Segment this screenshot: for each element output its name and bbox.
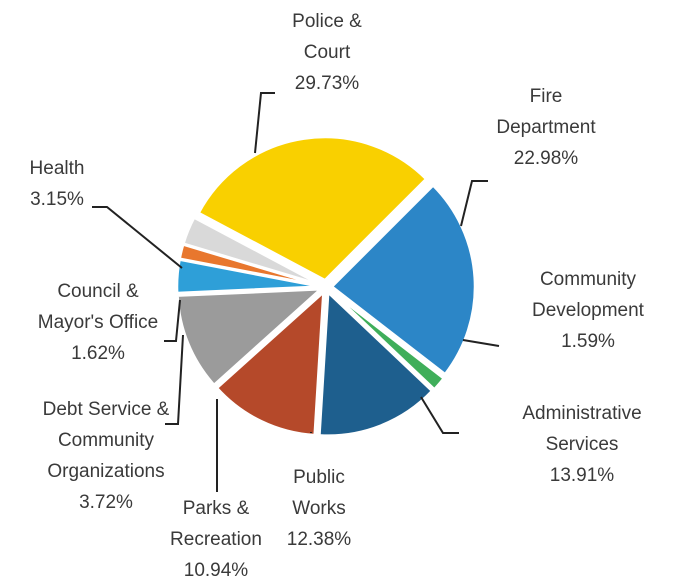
leader-lines <box>92 92 500 492</box>
slice-label-line: Services <box>546 434 619 455</box>
slice-label-line: Council & <box>57 281 139 302</box>
leader-line-9 <box>92 206 183 269</box>
slice-label-line: Organizations <box>47 461 164 482</box>
slice-label-line: Court <box>304 42 351 63</box>
pie-slice-9 <box>181 215 322 286</box>
leader-line-2 <box>460 180 488 227</box>
slice-label-line: Community <box>540 269 637 290</box>
slice-label-9: Health 3.15% <box>30 158 85 210</box>
slice-value-6: 10.94% <box>184 560 249 579</box>
leader-line-1 <box>254 92 275 154</box>
slice-label-5: Public Works 12.38% <box>287 467 352 550</box>
pie-slice-1 <box>197 135 428 282</box>
slice-label-line: Recreation <box>170 529 262 550</box>
pie-slice-6 <box>176 287 324 387</box>
slice-label-1: Police & Court 29.73% <box>292 11 362 94</box>
slice-label-line: Administrative <box>522 403 641 424</box>
pie-slice-5 <box>215 289 325 437</box>
slice-label-line: Community <box>58 430 155 451</box>
slice-value-8: 1.62% <box>71 343 125 364</box>
slice-label-7: Debt Service & Community Organizations 3.72… <box>43 399 170 513</box>
slice-label-line: Fire <box>530 86 563 107</box>
pie-slices <box>175 135 477 437</box>
slice-value-7: 3.72% <box>79 492 133 513</box>
slice-label-line: Works <box>292 498 345 519</box>
slice-label-line: Police & <box>292 11 362 32</box>
slice-label-line: Department <box>496 117 596 138</box>
slice-labels: Police & Court 29.73% Fire Department 22.98% C… <box>30 11 645 579</box>
slice-label-8: Council & Mayor's Office 1.62% <box>38 281 158 364</box>
leader-line-8 <box>164 299 181 342</box>
pie-slice-3 <box>329 289 446 391</box>
slice-value-4: 13.91% <box>550 465 615 486</box>
leader-line-4 <box>420 396 459 434</box>
slice-label-3: Community Development 1.59% <box>532 269 645 352</box>
slice-label-line: Parks & <box>183 498 250 519</box>
slice-label-6: Parks & Recreation 10.94% <box>170 498 262 579</box>
leader-line-7 <box>165 334 184 425</box>
slice-value-5: 12.38% <box>287 529 352 550</box>
leader-line-3 <box>462 339 500 347</box>
slice-value-3: 1.59% <box>561 331 615 352</box>
slice-value-1: 29.73% <box>295 73 360 94</box>
pie-slice-4 <box>318 289 434 437</box>
slice-label-line: Debt Service & <box>43 399 170 420</box>
slice-value-9: 3.15% <box>30 189 84 210</box>
slice-label-line: Public <box>293 467 345 488</box>
slice-label-line: Health <box>30 158 85 179</box>
slice-value-2: 22.98% <box>514 148 579 169</box>
slice-label-2: Fire Department 22.98% <box>496 86 596 169</box>
slice-label-line: Development <box>532 300 645 321</box>
slice-label-4: Administrative Services 13.91% <box>522 403 641 486</box>
pie-slice-2 <box>330 183 477 376</box>
slice-label-line: Mayor's Office <box>38 312 158 333</box>
